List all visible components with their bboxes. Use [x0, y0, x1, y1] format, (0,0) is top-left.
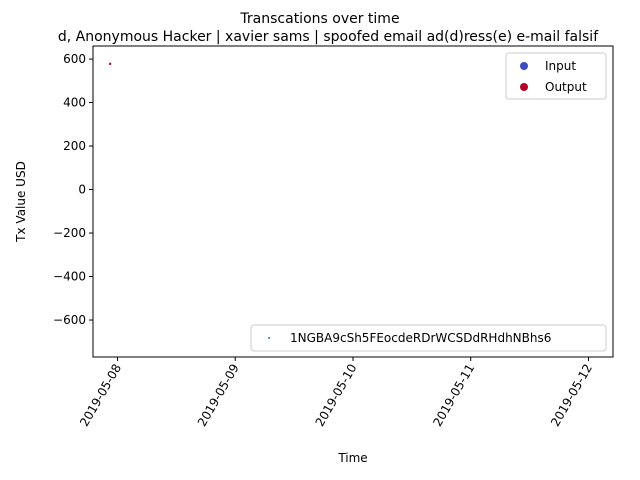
- y-tick-label: 200: [63, 139, 86, 153]
- y-axis-ticks: 600 400 200 0 −200 −400 −600: [53, 52, 93, 327]
- y-tick-label: −400: [53, 270, 86, 284]
- data-point-output: [108, 62, 112, 66]
- chart-suptitle: Transcations over time: [239, 11, 399, 27]
- chart-title: d, Anonymous Hacker | xavier sams | spoo…: [58, 29, 599, 45]
- y-tick-label: −600: [53, 313, 86, 327]
- data-points: [108, 62, 112, 66]
- legend-input-output: Input Output: [505, 52, 607, 100]
- y-tick-label: −200: [53, 226, 86, 240]
- legend-address: 1NGBA9cSh5FEocdeRDrWCSDdRHdhNBhs6: [250, 324, 607, 352]
- legend-label: Input: [545, 59, 576, 73]
- axes-frame: [92, 45, 614, 358]
- legend-marker: [268, 337, 270, 339]
- legend-frame: [250, 324, 607, 352]
- y-tick-label: 0: [78, 183, 86, 197]
- legend-marker: [520, 62, 528, 70]
- legend-frame: [505, 52, 607, 100]
- legend-label: Output: [545, 80, 587, 94]
- legend-label: 1NGBA9cSh5FEocdeRDrWCSDdRHdhNBhs6: [290, 331, 551, 345]
- x-axis-label: Time: [337, 451, 367, 465]
- y-tick-label: 600: [63, 52, 86, 66]
- y-axis-label: Tx Value USD: [14, 161, 28, 243]
- y-tick-label: 400: [63, 96, 86, 110]
- legend-marker: [520, 83, 528, 91]
